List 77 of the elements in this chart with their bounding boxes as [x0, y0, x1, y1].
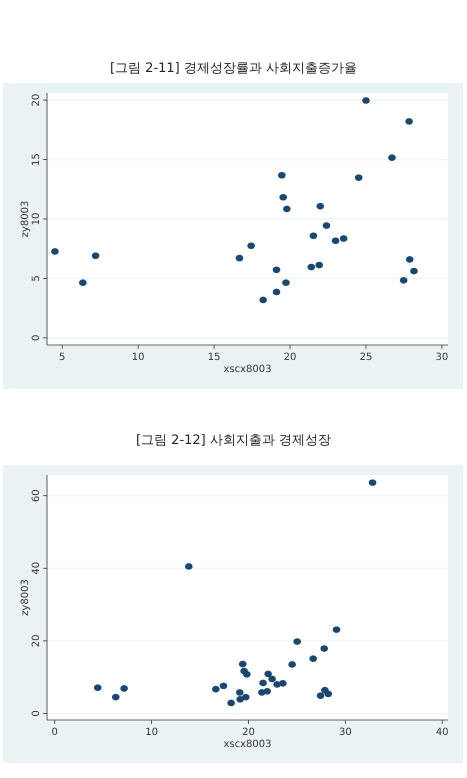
- point: [315, 262, 323, 268]
- point: [332, 626, 340, 633]
- point: [324, 690, 332, 698]
- point: [264, 670, 272, 678]
- point: [238, 660, 247, 668]
- point: [242, 694, 250, 700]
- point: [220, 682, 228, 690]
- y-axis-title: zy8003: [20, 579, 31, 616]
- point: [279, 680, 287, 687]
- y-axis-title: zy8003: [20, 200, 31, 238]
- y-tick-label: 40: [31, 562, 42, 575]
- point: [320, 645, 328, 652]
- point: [212, 686, 220, 692]
- point: [388, 154, 396, 161]
- point: [227, 700, 235, 706]
- x-tick-label: 15: [208, 352, 220, 363]
- point: [340, 235, 348, 242]
- x-tick-label: 20: [242, 727, 255, 738]
- point: [316, 692, 324, 699]
- x-tick-label: 25: [360, 352, 372, 363]
- y-tick-label: 5: [31, 275, 42, 282]
- point: [51, 248, 59, 255]
- point: [406, 256, 414, 263]
- point: [410, 268, 418, 274]
- point: [185, 563, 193, 570]
- point: [309, 655, 317, 662]
- point: [278, 172, 286, 179]
- x-tick-label: 5: [59, 352, 66, 363]
- x-tick-label: 0: [52, 727, 58, 738]
- point: [307, 264, 316, 270]
- point: [236, 254, 244, 262]
- x-axis-title: xscx8003: [224, 739, 272, 750]
- point: [282, 279, 290, 286]
- point: [259, 296, 267, 304]
- point: [268, 676, 276, 682]
- y-tick-label: 15: [31, 153, 42, 166]
- point: [243, 670, 251, 678]
- point: [259, 680, 267, 686]
- point: [310, 232, 318, 240]
- x-tick-label: 30: [338, 727, 352, 738]
- point: [263, 688, 271, 695]
- point: [322, 222, 330, 229]
- x-tick-label: 10: [132, 352, 145, 363]
- chart-title: [그림 2-12] 사회지출과 경제성장: [136, 433, 332, 448]
- y-tick-label: 0: [31, 334, 42, 342]
- y-tick-label: 20: [31, 634, 42, 648]
- x-tick-label: 40: [436, 727, 449, 738]
- point: [316, 202, 324, 210]
- x-tick-label: 20: [284, 352, 296, 363]
- y-tick-label: 60: [31, 489, 42, 502]
- x-tick-label: 10: [145, 727, 158, 738]
- point: [405, 118, 413, 125]
- point: [288, 661, 296, 668]
- point: [279, 194, 287, 201]
- chart-title: [그림 2-11] 경제성장률과 사회지출증가율: [110, 61, 358, 76]
- point: [354, 174, 362, 181]
- point: [79, 279, 87, 286]
- point: [272, 266, 280, 274]
- point: [272, 288, 280, 296]
- point: [236, 689, 244, 696]
- y-tick-label: 20: [31, 94, 42, 106]
- point: [112, 694, 120, 700]
- point: [120, 685, 128, 692]
- y-tick-label: 10: [31, 212, 42, 226]
- point: [293, 638, 301, 645]
- point: [247, 242, 255, 250]
- point: [368, 479, 376, 486]
- point: [236, 696, 244, 703]
- point: [362, 97, 370, 104]
- point: [283, 206, 291, 212]
- point: [400, 277, 408, 284]
- point: [94, 684, 102, 691]
- y-tick-label: 0: [31, 710, 42, 717]
- x-tick-label: 30: [436, 352, 448, 363]
- point: [332, 237, 340, 244]
- point: [92, 252, 100, 260]
- x-axis-title: xscx8003: [224, 364, 272, 375]
